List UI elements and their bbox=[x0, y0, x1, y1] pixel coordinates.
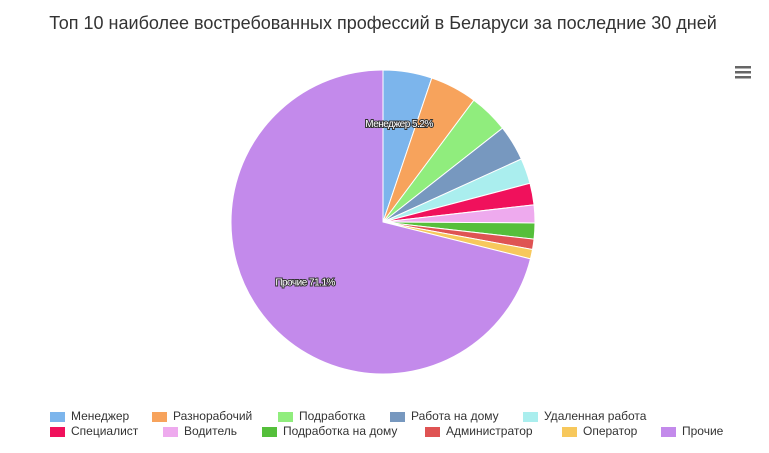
legend-swatch[interactable] bbox=[262, 427, 277, 437]
legend-label[interactable]: Работа на дому bbox=[411, 409, 499, 423]
pie-slice bbox=[230, 69, 532, 375]
legend-swatch[interactable] bbox=[562, 427, 577, 437]
legend-label[interactable]: Подработка bbox=[299, 409, 366, 423]
legend-label[interactable]: Водитель bbox=[184, 424, 237, 438]
legend-swatch[interactable] bbox=[523, 412, 538, 422]
menu-line bbox=[735, 71, 751, 74]
menu-line bbox=[735, 66, 751, 69]
legend-swatch[interactable] bbox=[152, 412, 167, 422]
data-label: Менеджер 5.2% bbox=[365, 119, 433, 130]
legend-label[interactable]: Подработка на дому bbox=[283, 424, 397, 438]
legend-label[interactable]: Оператор bbox=[583, 424, 638, 438]
data-label: Прочие 71.1% bbox=[275, 277, 335, 288]
legend-swatch[interactable] bbox=[278, 412, 293, 422]
legend-swatch[interactable] bbox=[425, 427, 440, 437]
legend-label[interactable]: Удаленная работа bbox=[544, 409, 647, 423]
legend-label[interactable]: Менеджер bbox=[71, 409, 130, 423]
legend-label[interactable]: Прочие bbox=[682, 424, 724, 438]
chart-title: Топ 10 наиболее востребованных профессий… bbox=[49, 13, 717, 33]
legend-swatch[interactable] bbox=[50, 412, 65, 422]
legend-swatch[interactable] bbox=[163, 427, 178, 437]
legend-swatch[interactable] bbox=[50, 427, 65, 437]
legend-label[interactable]: Специалист bbox=[71, 424, 139, 438]
legend-label[interactable]: Разнорабочий bbox=[173, 409, 252, 423]
legend-label[interactable]: Администратор bbox=[446, 424, 533, 438]
menu-button[interactable] bbox=[734, 64, 752, 80]
legend-swatch[interactable] bbox=[390, 412, 405, 422]
legend-swatch[interactable] bbox=[661, 427, 676, 437]
menu-line bbox=[735, 76, 751, 79]
